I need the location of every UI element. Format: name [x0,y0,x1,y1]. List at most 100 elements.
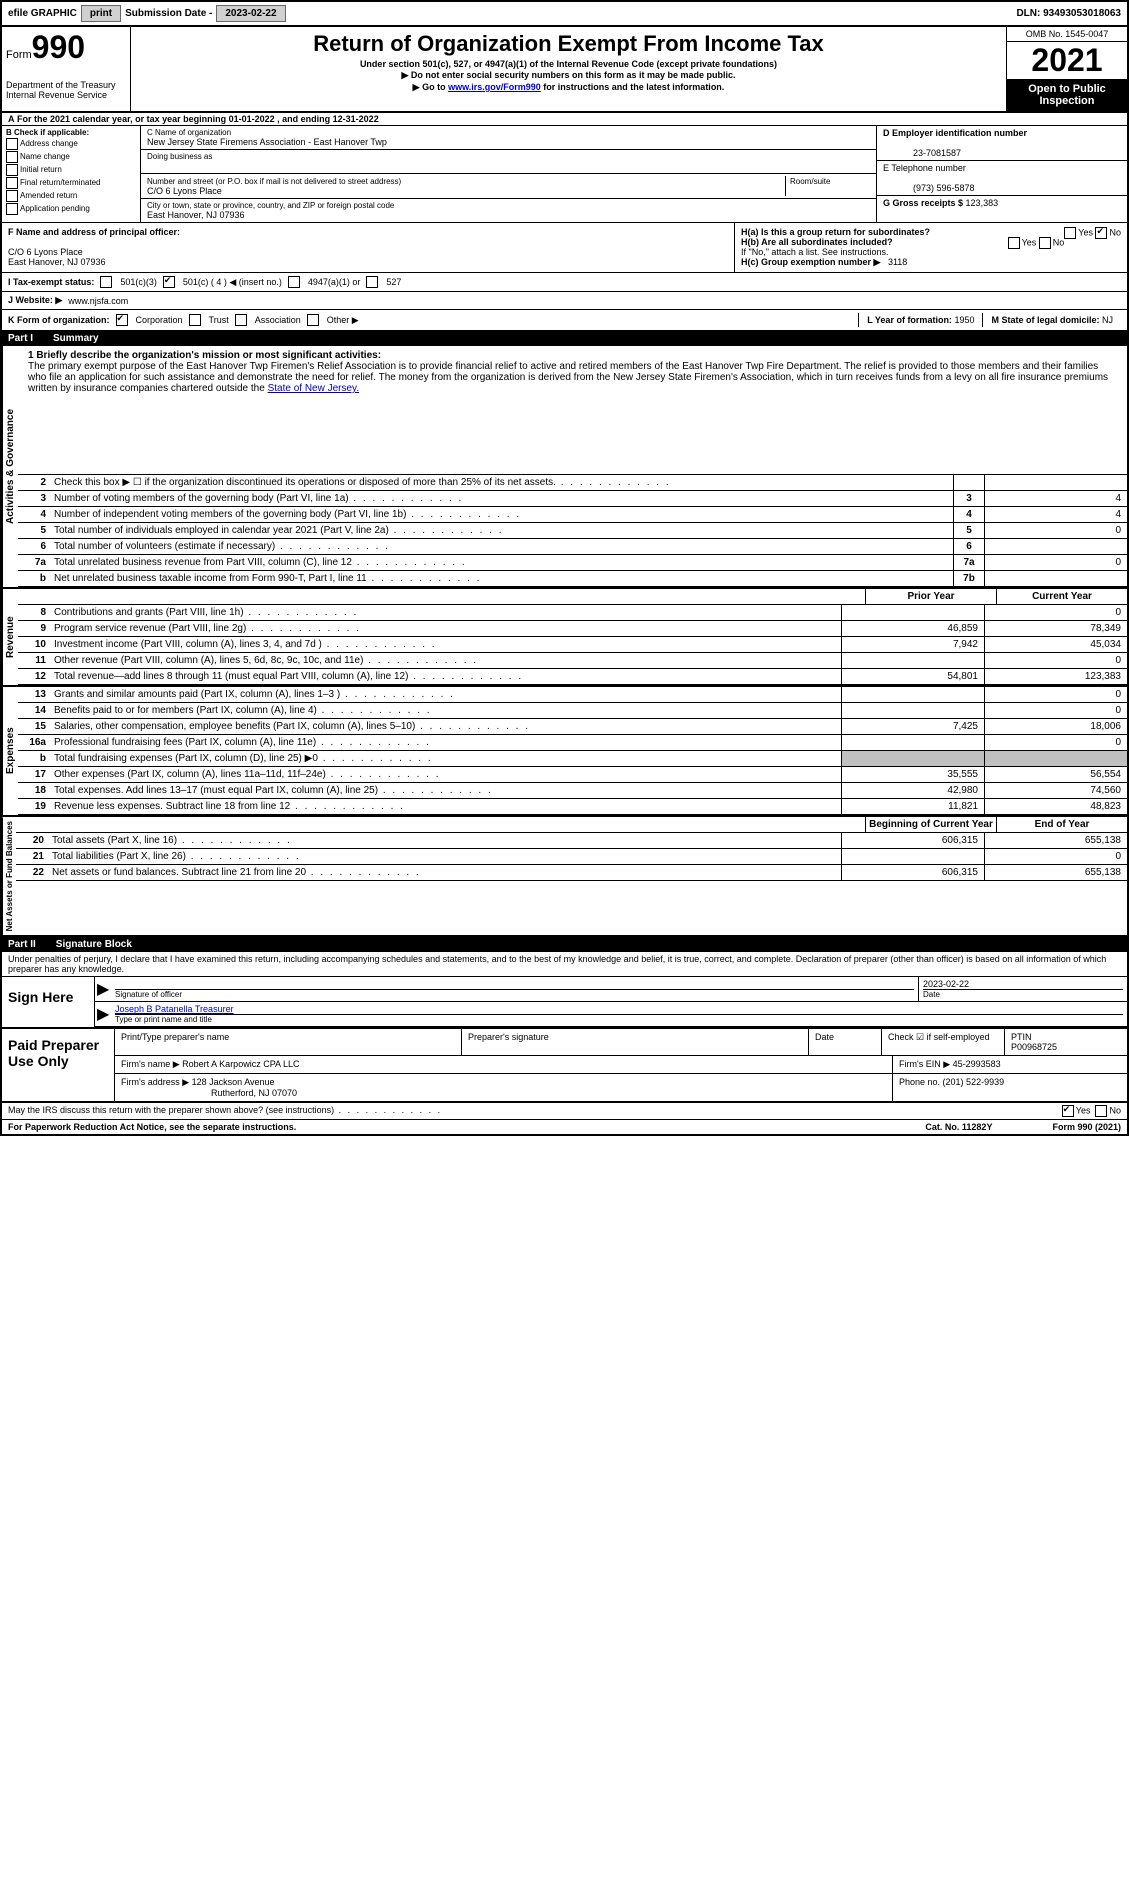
irs-link[interactable]: www.irs.gov/Form990 [448,82,541,92]
officer-addr1: C/O 6 Lyons Place [8,247,83,257]
box-b-checkboxes: B Check if applicable: Address change Na… [2,126,141,222]
e-label: E Telephone number [883,163,966,173]
net-assets-row: 21Total liabilities (Part X, line 26)0 [16,849,1127,865]
self-employed-check[interactable]: Check ☑ if self-employed [882,1029,1005,1055]
efile-label: efile GRAPHIC [8,8,77,19]
header-left: Form990 Department of the Treasury Inter… [2,27,131,111]
dept-label: Department of the Treasury Internal Reve… [6,80,126,100]
website-url: www.njsfa.com [68,296,128,306]
firm-ein: 45-2993583 [953,1059,1001,1069]
revenue-row: 11Other revenue (Part VIII, column (A), … [18,653,1127,669]
cb-address-change[interactable]: Address change [6,138,136,150]
print-button[interactable]: print [81,5,121,22]
form-sub3: ▶ Go to www.irs.gov/Form990 for instruct… [135,82,1002,93]
state-link[interactable]: State of New Jersey. [268,383,360,394]
paid-preparer-block: Paid Preparer Use Only Print/Type prepar… [2,1029,1127,1103]
net-assets-row: 20Total assets (Part X, line 16)606,3156… [16,833,1127,849]
omb-number: OMB No. 1545-0047 [1007,27,1127,42]
g-label: G Gross receipts $ [883,198,966,208]
box-f: F Name and address of principal officer:… [2,223,735,272]
vlabel-revenue: Revenue [2,589,18,685]
preparer-phone: (201) 522-9939 [943,1077,1005,1087]
dba-label: Doing business as [147,152,870,161]
activities-governance-block: Activities & Governance 1 Briefly descri… [2,346,1127,589]
form-990-page: efile GRAPHIC print Submission Date - 20… [0,0,1129,1136]
cb-amended-return[interactable]: Amended return [6,190,136,202]
sign-here-label: Sign Here [2,977,95,1027]
header-right: OMB No. 1545-0047 2021 Open to Public In… [1006,27,1127,111]
gross-receipts: 123,383 [966,198,999,208]
sig-date: 2023-02-22 [923,979,1123,989]
vlabel-expenses: Expenses [2,687,18,815]
form-header: Form990 Department of the Treasury Inter… [2,27,1127,113]
expense-row: 14Benefits paid to or for members (Part … [18,703,1127,719]
addr-label: Number and street (or P.O. box if mail i… [147,177,401,186]
revenue-row: 8Contributions and grants (Part VIII, li… [18,605,1127,621]
form-sub1: Under section 501(c), 527, or 4947(a)(1)… [135,59,1002,69]
efile-top-bar: efile GRAPHIC print Submission Date - 20… [2,2,1127,27]
phone: (973) 596-5878 [883,183,975,193]
cb-final-return[interactable]: Final return/terminated [6,177,136,189]
footer-row: For Paperwork Reduction Act Notice, see … [2,1120,1127,1134]
gov-row: bNet unrelated business taxable income f… [18,571,1127,587]
vlabel-net-assets: Net Assets or Fund Balances [2,817,16,935]
revenue-row: 10Investment income (Part VIII, column (… [18,637,1127,653]
submission-date-value[interactable]: 2023-02-22 [216,5,285,22]
expense-row: 15Salaries, other compensation, employee… [18,719,1127,735]
line-a-tax-year: A For the 2021 calendar year, or tax yea… [2,113,1127,126]
col-d-e-g: D Employer identification number 23-7081… [876,126,1127,222]
part-ii-header: Part II Signature Block [2,937,1127,952]
form-number: 990 [32,29,85,65]
gov-row: 6Total number of volunteers (estimate if… [18,539,1127,555]
officer-name-title: Joseph B Patanella Treasurer [115,1004,1123,1014]
tax-year: 2021 [1007,42,1127,79]
revenue-row: 9Program service revenue (Part VIII, lin… [18,621,1127,637]
city-label: City or town, state or province, country… [147,201,870,210]
gov-row: 5Total number of individuals employed in… [18,523,1127,539]
submission-date-label: Submission Date - [125,8,212,19]
state-domicile: NJ [1102,315,1113,325]
prior-current-header: Prior Year Current Year [18,589,1127,605]
city-state-zip: East Hanover, NJ 07936 [147,210,870,220]
paperwork-notice: For Paperwork Reduction Act Notice, see … [8,1122,296,1132]
ptin: P00968725 [1011,1042,1057,1052]
dln: DLN: 93493053018063 [1016,8,1121,19]
officer-addr2: East Hanover, NJ 07936 [8,257,106,267]
expense-row: 19Revenue less expenses. Subtract line 1… [18,799,1127,815]
part-i-header: Part I Summary [2,331,1127,346]
expense-row: 13Grants and similar amounts paid (Part … [18,687,1127,703]
year-formation: 1950 [954,315,974,325]
gov-row: 3Number of voting members of the governi… [18,491,1127,507]
paid-preparer-label: Paid Preparer Use Only [2,1029,115,1101]
arrow-icon: ▶ [95,977,111,1001]
cb-initial-return[interactable]: Initial return [6,164,136,176]
gov-row: 7aTotal unrelated business revenue from … [18,555,1127,571]
room-label: Room/suite [790,177,830,186]
row-k-form-org: K Form of organization: Corporation Trus… [2,310,1127,331]
street-address: C/O 6 Lyons Place [147,186,222,196]
cb-name-change[interactable]: Name change [6,151,136,163]
col-c: C Name of organization New Jersey State … [141,126,876,222]
perjury-statement: Under penalties of perjury, I declare th… [2,952,1127,977]
signature-block: Under penalties of perjury, I declare th… [2,952,1127,1029]
firm-address: 128 Jackson Avenue [192,1077,275,1087]
gov-row: 2Check this box ▶ ☐ if the organization … [18,475,1127,491]
section-f-h: F Name and address of principal officer:… [2,223,1127,273]
group-exemption: 3118 [888,257,907,267]
expense-row: 16aProfessional fundraising fees (Part I… [18,735,1127,751]
cb-application-pending[interactable]: Application pending [6,203,136,215]
revenue-row: 12Total revenue—add lines 8 through 11 (… [18,669,1127,685]
d-label: D Employer identification number [883,128,1027,138]
net-assets-block: Net Assets or Fund Balances Beginning of… [2,817,1127,937]
discuss-with-preparer-row: May the IRS discuss this return with the… [2,1103,1127,1120]
type-print-label: Type or print name and title [115,1014,1123,1024]
form-word: Form [6,49,32,61]
form-footer: Form 990 (2021) [1052,1122,1121,1132]
open-to-public: Open to Public Inspection [1007,79,1127,111]
firm-city: Rutherford, NJ 07070 [121,1088,297,1098]
mission-statement: 1 Briefly describe the organization's mi… [18,346,1127,475]
expense-row: bTotal fundraising expenses (Part IX, co… [18,751,1127,767]
net-header: Beginning of Current Year End of Year [16,817,1127,833]
c-label: C Name of organization [147,128,870,137]
row-i-tax-status: I Tax-exempt status: 501(c)(3) 501(c) ( … [2,273,1127,292]
